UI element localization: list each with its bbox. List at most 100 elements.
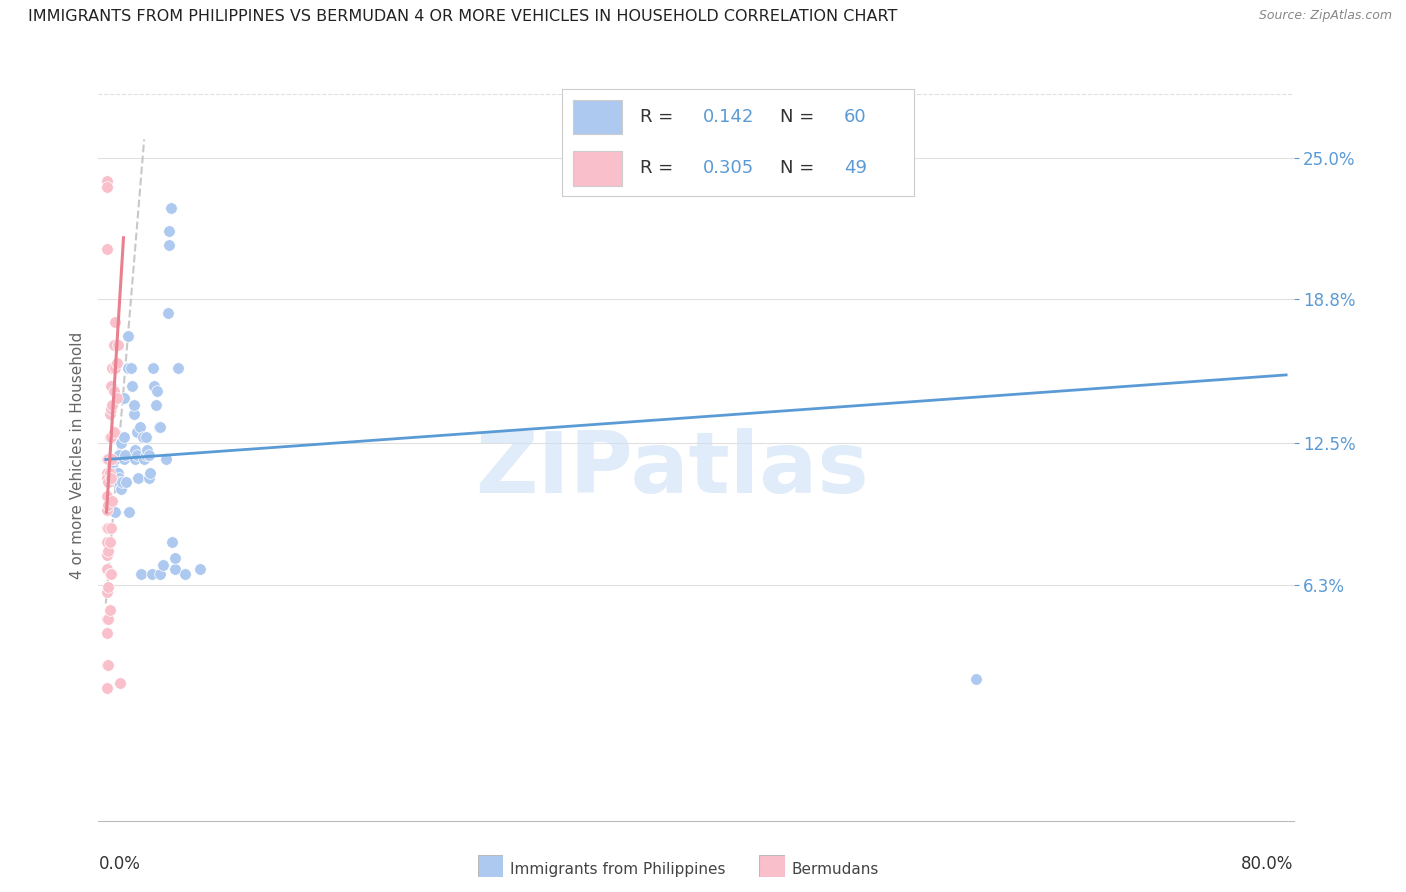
Point bbox=[127, 471, 149, 485]
Point bbox=[100, 459, 122, 474]
Point bbox=[159, 201, 181, 215]
Point bbox=[100, 471, 122, 485]
Point bbox=[165, 550, 187, 565]
Point bbox=[96, 681, 118, 695]
Point bbox=[103, 384, 125, 398]
Point bbox=[145, 398, 167, 412]
Point bbox=[124, 452, 146, 467]
Point bbox=[96, 242, 118, 256]
Point bbox=[104, 315, 127, 329]
Point bbox=[97, 452, 120, 467]
Text: 0.0%: 0.0% bbox=[98, 855, 141, 873]
Point bbox=[167, 361, 190, 376]
Point bbox=[141, 566, 163, 581]
Text: 49: 49 bbox=[844, 160, 866, 178]
Point bbox=[105, 356, 128, 371]
Point bbox=[125, 425, 148, 439]
Point bbox=[157, 224, 180, 238]
Point bbox=[101, 493, 124, 508]
Point bbox=[96, 534, 118, 549]
Text: Immigrants from Philippines: Immigrants from Philippines bbox=[510, 863, 725, 877]
Point bbox=[135, 448, 157, 462]
Point bbox=[111, 475, 134, 490]
Point bbox=[103, 425, 125, 439]
Point bbox=[965, 672, 987, 686]
Y-axis label: 4 or more Vehicles in Household: 4 or more Vehicles in Household bbox=[69, 331, 84, 579]
Point bbox=[97, 658, 120, 673]
Point bbox=[101, 398, 124, 412]
Point bbox=[96, 658, 118, 673]
Point bbox=[96, 626, 118, 640]
Point bbox=[108, 448, 131, 462]
Text: R =: R = bbox=[640, 108, 679, 126]
Bar bbox=[574, 100, 621, 134]
Point bbox=[97, 498, 120, 512]
Point bbox=[105, 475, 128, 490]
Point bbox=[104, 466, 127, 480]
Point bbox=[105, 391, 128, 405]
Point bbox=[112, 391, 135, 405]
Point bbox=[96, 549, 118, 563]
Point bbox=[188, 562, 211, 576]
Point bbox=[96, 521, 118, 535]
Text: N =: N = bbox=[780, 160, 820, 178]
Point bbox=[96, 489, 118, 503]
Point bbox=[98, 466, 121, 480]
Point bbox=[97, 521, 120, 535]
Point bbox=[98, 430, 121, 444]
Point bbox=[96, 452, 118, 467]
Point bbox=[97, 581, 120, 595]
Point bbox=[138, 471, 160, 485]
Text: 0.305: 0.305 bbox=[703, 160, 754, 178]
Point bbox=[122, 407, 145, 421]
Point bbox=[149, 420, 172, 434]
Point bbox=[97, 613, 120, 627]
Point bbox=[110, 436, 132, 450]
Point bbox=[115, 475, 138, 490]
Point bbox=[96, 471, 118, 485]
Point bbox=[107, 338, 129, 352]
Point bbox=[100, 430, 122, 444]
Point bbox=[117, 329, 139, 343]
Point bbox=[96, 180, 118, 194]
Point bbox=[104, 361, 127, 376]
Text: 0.142: 0.142 bbox=[703, 108, 755, 126]
Point bbox=[104, 505, 127, 519]
Point bbox=[110, 482, 132, 496]
Point bbox=[143, 379, 166, 393]
Point bbox=[136, 443, 159, 458]
Point bbox=[100, 402, 122, 417]
Point bbox=[165, 562, 187, 576]
Text: N =: N = bbox=[780, 108, 820, 126]
Point bbox=[112, 430, 135, 444]
Point bbox=[101, 452, 124, 467]
Point bbox=[98, 566, 121, 581]
Point bbox=[104, 452, 127, 467]
Point bbox=[174, 566, 197, 581]
Point bbox=[98, 603, 121, 617]
Point bbox=[120, 361, 142, 376]
Point bbox=[149, 566, 172, 581]
Point bbox=[108, 471, 131, 485]
Point bbox=[131, 430, 153, 444]
Point bbox=[96, 503, 118, 517]
Point bbox=[122, 398, 145, 412]
Point bbox=[146, 384, 169, 398]
Point bbox=[135, 430, 157, 444]
Point bbox=[108, 475, 131, 490]
Text: R =: R = bbox=[640, 160, 679, 178]
Point bbox=[112, 452, 135, 467]
Point bbox=[114, 448, 136, 462]
Text: IMMIGRANTS FROM PHILIPPINES VS BERMUDAN 4 OR MORE VEHICLES IN HOUSEHOLD CORRELAT: IMMIGRANTS FROM PHILIPPINES VS BERMUDAN … bbox=[28, 9, 897, 24]
Point bbox=[107, 466, 129, 480]
Point bbox=[97, 544, 120, 558]
Point bbox=[96, 466, 118, 480]
Point bbox=[100, 379, 122, 393]
Point bbox=[96, 562, 118, 576]
Text: 80.0%: 80.0% bbox=[1241, 855, 1294, 873]
Point bbox=[134, 452, 156, 467]
Point bbox=[96, 174, 118, 188]
Point bbox=[103, 338, 125, 352]
Point bbox=[98, 534, 121, 549]
Point bbox=[155, 452, 177, 467]
